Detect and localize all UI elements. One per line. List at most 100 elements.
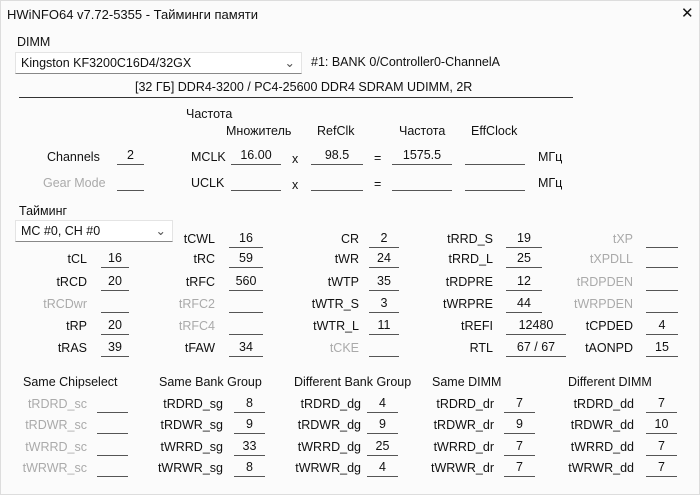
timing-value-taonpd: 15 <box>646 339 678 357</box>
timing-label-trc: tRC <box>193 252 215 266</box>
turnaround-label-trdwr_sc: tRDWR_sc <box>25 418 87 432</box>
timing-label-trcd: tRCD <box>56 275 87 289</box>
timing-label-txp: tXP <box>612 232 633 246</box>
channels-label: Channels <box>47 150 100 164</box>
turnaround-label-twrwr_sc: tWRWR_sc <box>22 461 87 475</box>
timing-label-trdpre: tRDPRE <box>445 275 493 289</box>
mclk-refclk: 98.5 <box>311 147 363 165</box>
timing-label-taonpd: tAONPD <box>585 341 633 355</box>
divider <box>19 97 573 98</box>
turnaround-label-twrrd_dd: tWRRD_dd <box>570 440 634 454</box>
chevron-down-icon: ⌄ <box>155 224 166 238</box>
header-refclk: RefClk <box>317 124 355 138</box>
turnaround-value-trdwr_dg: 9 <box>367 416 398 434</box>
chevron-down-icon: ⌄ <box>284 56 295 70</box>
timing-label-tcwl: tCWL <box>183 232 215 246</box>
timing-label-trp: tRP <box>66 319 87 333</box>
turnaround-label-trdwr_dd: tRDWR_dd <box>570 418 634 432</box>
uclk-refclk <box>311 173 363 191</box>
timing-value-trdpden <box>646 273 678 291</box>
group-header: Different DIMM <box>568 375 652 389</box>
timing-value-tcl: 16 <box>101 250 129 268</box>
turnaround-label-twrrd_sg: tWRRD_sg <box>160 440 223 454</box>
timing-value-twtr_s: 3 <box>369 295 399 313</box>
timing-label-trcdwr: tRCDwr <box>43 297 87 311</box>
turnaround-value-twrrd_dr: 7 <box>504 438 535 456</box>
timing-label-trfc: tRFC <box>185 275 215 289</box>
turnaround-value-trdrd_sg: 8 <box>234 395 265 413</box>
group-header: Same DIMM <box>432 375 502 389</box>
timing-label-trdpden: tRDPDEN <box>576 275 633 289</box>
turnaround-value-trdrd_sc <box>97 395 128 413</box>
timing-value-trrd_s: 19 <box>506 230 542 248</box>
group-header: Same Chipselect <box>23 375 118 389</box>
timing-value-trdpre: 12 <box>506 273 542 291</box>
turnaround-label-twrwr_dr: tWRWR_dr <box>431 461 494 475</box>
timing-value-tcke <box>369 339 399 357</box>
mclk-label: MCLK <box>191 150 226 164</box>
timing-value-trfc: 560 <box>229 273 263 291</box>
window-title: HWiNFO64 v7.72-5355 - Тайминги памяти <box>7 7 258 22</box>
dimm-label: DIMM <box>17 35 51 49</box>
turnaround-label-trdwr_sg: tRDWR_sg <box>160 418 223 432</box>
timing-label-tcl: tCL <box>67 252 87 266</box>
turnaround-label-trdrd_dg: tRDRD_dg <box>300 397 361 411</box>
timing-value-twrpden <box>646 295 678 313</box>
timing-label-cr: CR <box>340 232 359 246</box>
timing-value-twtp: 35 <box>369 273 399 291</box>
timing-value-trrd_l: 25 <box>506 250 542 268</box>
turnaround-value-twrwr_sc <box>97 459 128 477</box>
turnaround-label-twrrd_sc: tWRRD_sc <box>25 440 87 454</box>
turnaround-label-trdrd_sc: tRDRD_sc <box>27 397 87 411</box>
gear-mode-value <box>117 173 144 191</box>
turnaround-label-twrwr_dd: tWRWR_dd <box>568 461 634 475</box>
group-header: Same Bank Group <box>159 375 262 389</box>
timing-value-txp <box>646 230 678 248</box>
turnaround-value-twrrd_dd: 7 <box>646 438 677 456</box>
timing-label-trrd_s: tRRD_S <box>447 232 493 246</box>
turnaround-label-trdwr_dg: tRDWR_dg <box>297 418 361 432</box>
timing-label-trfc2: tRFC2 <box>178 297 215 311</box>
turnaround-value-twrwr_sg: 8 <box>234 459 265 477</box>
dimm-selected: Kingston KF3200C16D4/32GX <box>21 56 192 70</box>
timing-label-twtr_s: tWTR_S <box>311 297 359 311</box>
turnaround-value-twrwr_dg: 4 <box>367 459 398 477</box>
timing-value-tras: 39 <box>101 339 129 357</box>
timing-value-tcpded: 4 <box>646 317 678 335</box>
turnaround-value-twrwr_dd: 7 <box>646 459 677 477</box>
uclk-label: UCLK <box>191 176 225 190</box>
times-sign: x <box>292 178 299 192</box>
turnaround-value-twrrd_dg: 25 <box>367 438 398 456</box>
timing-label-twr: tWR <box>334 252 359 266</box>
gear-mode-label: Gear Mode <box>43 176 106 190</box>
uclk-effclock <box>465 173 525 191</box>
timing-value-trcdwr <box>101 295 129 313</box>
timing-label-trrd_l: tRRD_L <box>448 252 493 266</box>
turnaround-value-trdwr_sc <box>97 416 128 434</box>
timing-value-trfc2 <box>229 295 263 313</box>
timing-value-twrpre: 44 <box>506 295 542 313</box>
timing-label-trefi: tREFI <box>461 319 493 333</box>
group-header: Different Bank Group <box>294 375 412 389</box>
turnaround-label-twrrd_dg: tWRRD_dg <box>297 440 361 454</box>
dimm-select[interactable]: Kingston KF3200C16D4/32GX ⌄ <box>15 52 302 74</box>
timing-label-twrpre: tWRPRE <box>443 297 493 311</box>
channel-select[interactable]: MC #0, CH #0 ⌄ <box>15 220 173 242</box>
mclk-freq: 1575.5 <box>392 147 452 165</box>
channel-selected: MC #0, CH #0 <box>21 224 101 238</box>
timing-value-trfc4 <box>229 317 263 335</box>
close-icon[interactable]: ✕ <box>681 5 694 22</box>
header-mult: Множитель <box>226 124 292 138</box>
timing-label: Тайминг <box>19 204 68 218</box>
timing-label-tcke: tCKE <box>329 341 359 355</box>
uclk-freq <box>392 173 452 191</box>
timing-label-twtp: tWTP <box>327 275 359 289</box>
turnaround-label-trdrd_dd: tRDRD_dd <box>573 397 634 411</box>
timing-value-cr: 2 <box>369 230 399 248</box>
timing-label-twtr_l: tWTR_L <box>313 319 359 333</box>
turnaround-value-twrrd_sc <box>97 438 128 456</box>
uclk-unit: МГц <box>538 176 563 190</box>
freq-group-label: Частота <box>186 107 233 121</box>
turnaround-value-trdwr_dd: 10 <box>646 416 677 434</box>
